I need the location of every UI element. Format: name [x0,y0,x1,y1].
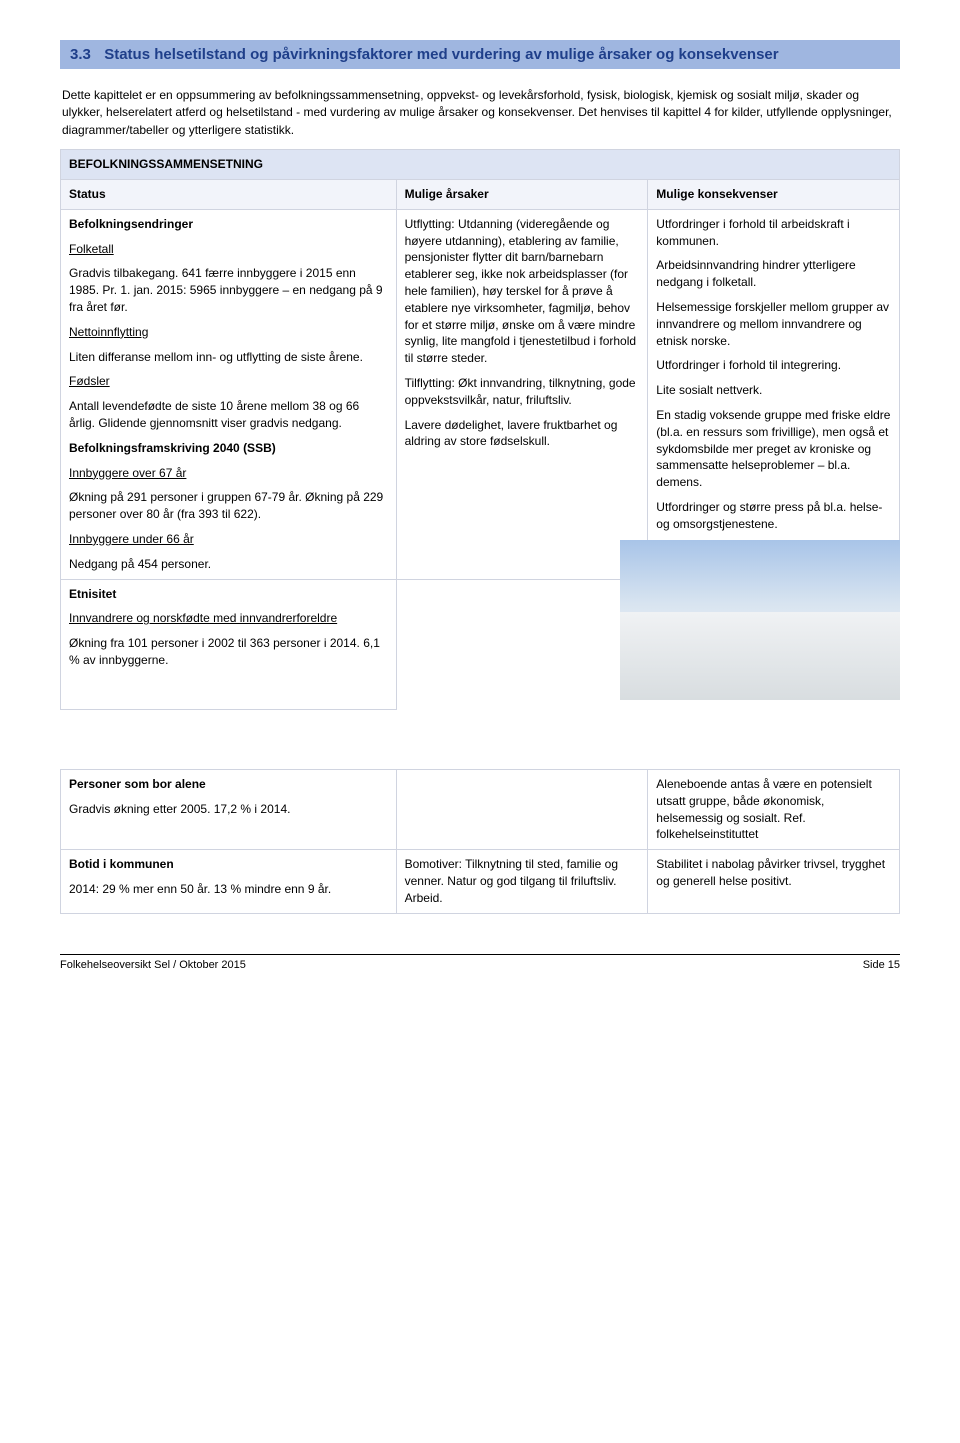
intro-paragraph: Dette kapittelet er en oppsummering av b… [60,87,900,139]
section-number: 3.3 [70,46,91,63]
causes-cell: Bomotiver: Tilknytning til sted, familie… [396,850,648,913]
body-text: Lite sosialt nettverk. [656,382,891,399]
body-text: Bomotiver: Tilknytning til sted, familie… [405,856,640,906]
body-text: Tilflytting: Økt innvandring, tilknytnin… [405,375,640,409]
sub-label: Innvandrere og norskfødte med innvandrer… [69,610,388,627]
sub-label: Innbyggere over 67 år [69,465,388,482]
footer-left: Folkehelseoversikt Sel / Oktober 2015 [60,959,246,971]
body-text: Gradvis økning etter 2005. 17,2 % i 2014… [69,801,388,818]
spacer-row [61,710,900,770]
body-text: 2014: 29 % mer enn 50 år. 13 % mindre en… [69,881,388,898]
heading: Personer som bor alene [69,776,388,793]
body-text: Aleneboende antas å være en potensielt u… [656,776,891,843]
table-row: Befolkningsendringer Folketall Gradvis t… [61,209,900,579]
body-text: Økning fra 101 personer i 2002 til 363 p… [69,635,388,669]
heading: Etnisitet [69,586,388,603]
conseq-cell: Aleneboende antas å være en potensielt u… [648,770,900,850]
table-section-row: BEFOLKNINGSSAMMENSETNING [61,150,900,180]
body-text: Gradvis tilbakegang. 641 færre innbygger… [69,265,388,315]
causes-cell [396,770,648,850]
conseq-cell: Stabilitet i nabolag påvirker trivsel, t… [648,850,900,913]
body-text: Utflytting: Utdanning (videregående og h… [405,216,640,367]
conseq-cell: Utfordringer i forhold til arbeidskraft … [648,209,900,579]
table-row: Botid i kommunen 2014: 29 % mer enn 50 å… [61,850,900,913]
main-table: BEFOLKNINGSSAMMENSETNING Status Mulige å… [60,149,900,913]
heading: Befolkningsendringer [69,216,388,233]
status-cell: Etnisitet Innvandrere og norskfødte med … [61,579,397,710]
status-cell: Befolkningsendringer Folketall Gradvis t… [61,209,397,579]
table-row: Etnisitet Innvandrere og norskfødte med … [61,579,900,710]
heading: Befolkningsframskriving 2040 (SSB) [69,440,388,457]
col-header-causes: Mulige årsaker [396,179,648,209]
status-cell: Botid i kommunen 2014: 29 % mer enn 50 å… [61,850,397,913]
sub-label: Fødsler [69,373,388,390]
footer-right: Side 15 [863,959,900,971]
table-row: Personer som bor alene Gradvis økning et… [61,770,900,850]
photo-cell [396,579,899,710]
body-text: Økning på 291 personer i gruppen 67-79 å… [69,489,388,523]
body-text: Arbeidsinnvandring hindrer ytterligere n… [656,257,891,291]
body-text: Lavere dødelighet, lavere fruktbarhet og… [405,417,640,451]
body-text: Liten differanse mellom inn- og utflytti… [69,349,388,366]
section-label: BEFOLKNINGSSAMMENSETNING [61,150,900,180]
col-header-conseq: Mulige konsekvenser [648,179,900,209]
body-text: Antall levendefødte de siste 10 årene me… [69,398,388,432]
causes-cell: Utflytting: Utdanning (videregående og h… [396,209,648,579]
body-text: Utfordringer i forhold til integrering. [656,357,891,374]
col-header-status: Status [61,179,397,209]
body-text: Utfordringer i forhold til arbeidskraft … [656,216,891,250]
status-cell: Personer som bor alene Gradvis økning et… [61,770,397,850]
section-header: 3.3 Status helsetilstand og påvirkningsf… [60,40,900,69]
page-footer: Folkehelseoversikt Sel / Oktober 2015 Si… [60,954,900,971]
sub-label: Nettoinnflytting [69,324,388,341]
heading: Botid i kommunen [69,856,388,873]
body-text: Helsemessige forskjeller mellom grupper … [656,299,891,349]
body-text: Stabilitet i nabolag påvirker trivsel, t… [656,856,891,890]
sub-label: Innbyggere under 66 år [69,531,388,548]
body-text: En stadig voksende gruppe med friske eld… [656,407,891,491]
body-text: Utfordringer og større press på bl.a. he… [656,499,891,533]
table-header-row: Status Mulige årsaker Mulige konsekvense… [61,179,900,209]
section-title: Status helsetilstand og påvirkningsfakto… [104,46,778,63]
photo-people-on-snow [620,540,900,700]
body-text: Nedgang på 454 personer. [69,556,388,573]
sub-label: Folketall [69,241,388,258]
